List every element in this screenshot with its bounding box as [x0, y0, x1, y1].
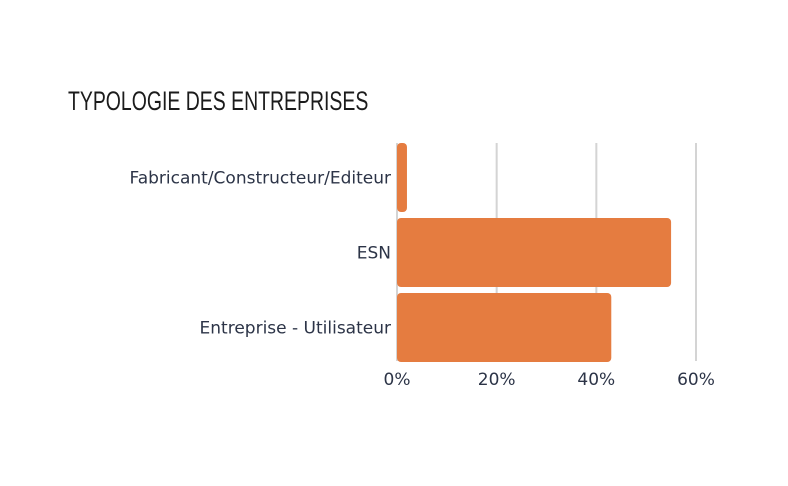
category-label: Fabricant/Constructeur/Editeur — [129, 169, 391, 189]
tick-labels: 0% 20% 40% 60% — [384, 370, 715, 390]
bar — [397, 293, 612, 362]
bar — [397, 218, 672, 287]
tick-label: 20% — [478, 370, 516, 390]
category-labels: Fabricant/Constructeur/Editeur ESN Entrepr… — [129, 169, 391, 339]
tick-label: 0% — [384, 370, 411, 390]
category-label: Entreprise - Utilisateur — [200, 319, 391, 339]
bars — [397, 143, 672, 362]
bar — [397, 143, 407, 212]
category-label: ESN — [357, 244, 391, 264]
chart-title: TYPOLOGIE DES ENTREPRISES — [68, 86, 369, 116]
tick-label: 60% — [677, 370, 715, 390]
tick-label: 40% — [577, 370, 615, 390]
